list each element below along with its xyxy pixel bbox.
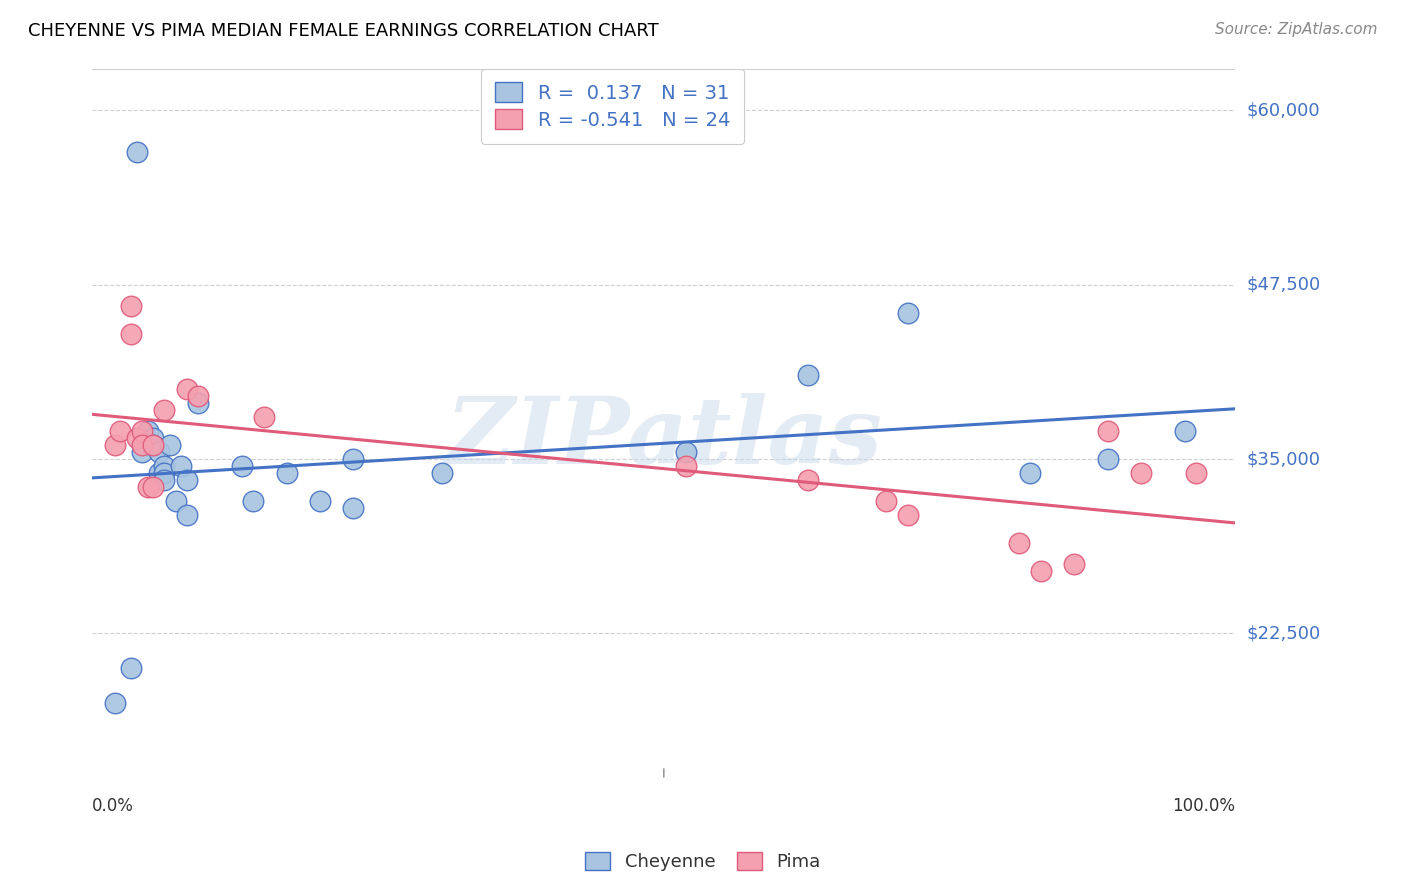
Point — [142, 480, 165, 494]
Point — [153, 466, 176, 480]
Legend: R =  0.137   N = 31, R = -0.541   N = 24: R = 0.137 N = 31, R = -0.541 N = 24 — [481, 69, 744, 144]
Point — [875, 494, 897, 508]
Point — [153, 403, 176, 417]
Point — [1063, 557, 1085, 571]
Point — [125, 145, 148, 160]
Text: $22,500: $22,500 — [1247, 624, 1320, 642]
Point — [153, 459, 176, 474]
Text: Source: ZipAtlas.com: Source: ZipAtlas.com — [1215, 22, 1378, 37]
Point — [342, 452, 364, 467]
Point — [242, 494, 264, 508]
Point — [176, 508, 198, 522]
Point — [1185, 466, 1208, 480]
Point — [253, 410, 276, 425]
Point — [187, 396, 209, 410]
Text: ZIPatlas: ZIPatlas — [446, 393, 883, 483]
Point — [231, 459, 253, 474]
Point — [148, 445, 170, 459]
Text: 100.0%: 100.0% — [1173, 797, 1236, 814]
Point — [797, 368, 820, 383]
Point — [142, 431, 165, 445]
Point — [187, 389, 209, 403]
Point — [1097, 452, 1119, 467]
Point — [797, 473, 820, 487]
Point — [103, 696, 125, 710]
Point — [125, 431, 148, 445]
Point — [148, 466, 170, 480]
Legend: Cheyenne, Pima: Cheyenne, Pima — [578, 845, 828, 879]
Point — [1097, 424, 1119, 438]
Point — [136, 424, 159, 438]
Point — [897, 508, 920, 522]
Point — [103, 438, 125, 452]
Point — [276, 466, 298, 480]
Text: $60,000: $60,000 — [1247, 102, 1320, 120]
Point — [170, 459, 193, 474]
Point — [153, 473, 176, 487]
Point — [675, 445, 697, 459]
Point — [131, 438, 153, 452]
Text: CHEYENNE VS PIMA MEDIAN FEMALE EARNINGS CORRELATION CHART: CHEYENNE VS PIMA MEDIAN FEMALE EARNINGS … — [28, 22, 659, 40]
Point — [120, 326, 142, 341]
Point — [1008, 536, 1031, 550]
Point — [142, 438, 165, 452]
Point — [165, 494, 187, 508]
Point — [1174, 424, 1197, 438]
Point — [131, 445, 153, 459]
Point — [176, 473, 198, 487]
Point — [430, 466, 453, 480]
Point — [675, 459, 697, 474]
Point — [176, 383, 198, 397]
Point — [897, 305, 920, 319]
Text: 0.0%: 0.0% — [93, 797, 134, 814]
Point — [120, 661, 142, 675]
Point — [120, 299, 142, 313]
Text: $47,500: $47,500 — [1247, 276, 1320, 293]
Point — [308, 494, 330, 508]
Point — [1130, 466, 1153, 480]
Text: $35,000: $35,000 — [1247, 450, 1320, 468]
Point — [136, 480, 159, 494]
Point — [108, 424, 131, 438]
Point — [131, 424, 153, 438]
Point — [1029, 564, 1052, 578]
Point — [142, 438, 165, 452]
Point — [342, 500, 364, 515]
Point — [159, 438, 181, 452]
Point — [1019, 466, 1042, 480]
